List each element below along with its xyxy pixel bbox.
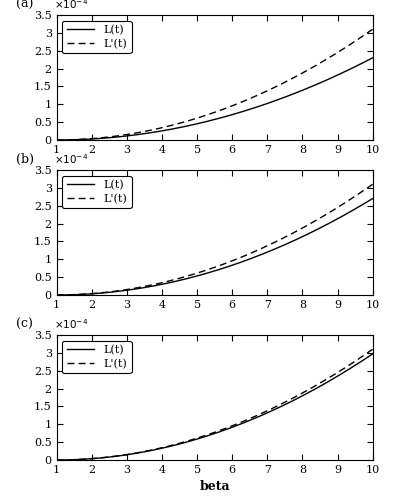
Text: (a): (a) [16, 0, 33, 11]
Legend: L(t), L'(t): L(t), L'(t) [62, 340, 132, 374]
Text: (c): (c) [16, 318, 32, 331]
X-axis label: beta: beta [199, 480, 230, 494]
Legend: L(t), L'(t): L(t), L'(t) [62, 20, 132, 54]
Text: (b): (b) [16, 154, 34, 166]
Text: $\times10^{-4}$: $\times10^{-4}$ [53, 318, 88, 331]
Text: $\times10^{-4}$: $\times10^{-4}$ [53, 0, 88, 11]
Legend: L(t), L'(t): L(t), L'(t) [62, 176, 132, 208]
Text: $\times10^{-4}$: $\times10^{-4}$ [53, 152, 88, 166]
